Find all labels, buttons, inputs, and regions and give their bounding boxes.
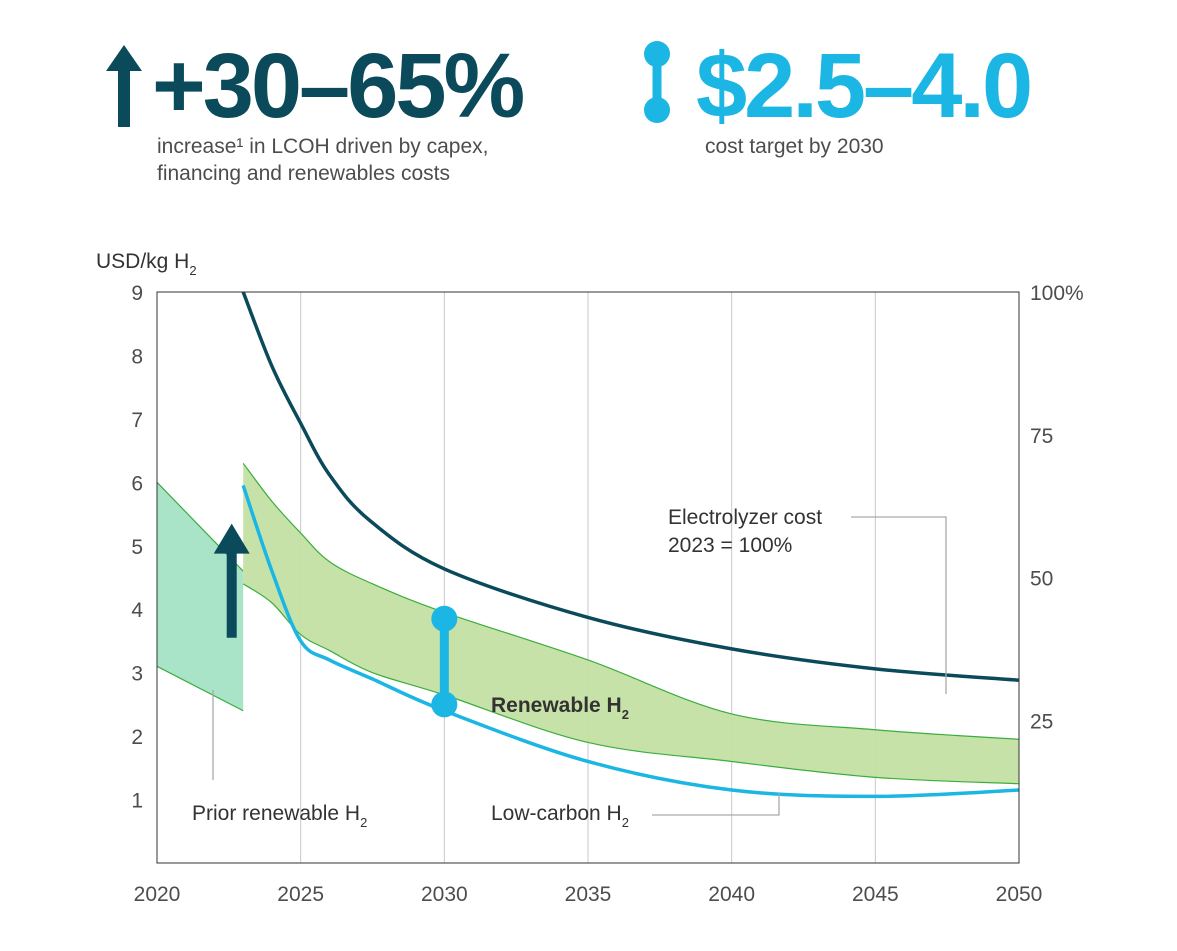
target-description: cost target by 2030 xyxy=(705,135,884,158)
x-tick-2025: 2025 xyxy=(277,883,324,906)
target-value: $2.5–4.0 xyxy=(696,35,1033,137)
increase-arrow-head xyxy=(213,523,250,554)
y2-tick-50: 50 xyxy=(1030,568,1053,591)
y-tick-4: 4 xyxy=(131,599,143,622)
y2-tick-75: 75 xyxy=(1030,425,1053,448)
increase-value: +30–65% xyxy=(152,35,525,137)
renewable-band-upper-edge xyxy=(242,462,1020,740)
electrolyzer-label-line2: 2023 = 100% xyxy=(668,534,792,557)
y-tick-7: 7 xyxy=(131,409,143,432)
y-axis-unit-label: USD/kg H2 xyxy=(96,250,197,278)
y2-tick-100: 100% xyxy=(1030,282,1084,305)
low-carbon-h2-line xyxy=(241,484,1020,799)
y-tick-1: 1 xyxy=(131,790,143,813)
y-tick-5: 5 xyxy=(131,536,143,559)
prior-renewable-band xyxy=(157,482,244,711)
prior-band-lower-edge xyxy=(156,665,244,712)
low-carbon-leader-line xyxy=(652,793,780,816)
y2-tick-25: 25 xyxy=(1030,710,1053,733)
x-tick-2020: 2020 xyxy=(134,883,181,906)
x-tick-2040: 2040 xyxy=(708,883,755,906)
target-range-low-marker xyxy=(431,691,458,718)
plot-frame xyxy=(156,291,1020,864)
prior-renewable-h2-label: Prior renewable H2 xyxy=(192,802,367,830)
range-marker-icon xyxy=(644,41,670,123)
electrolyzer-leader-line xyxy=(851,516,947,694)
y-tick-6: 6 xyxy=(131,472,143,495)
y-tick-3: 3 xyxy=(131,663,143,686)
increase-description: increase¹ in LCOH driven by capex, finan… xyxy=(157,135,489,185)
x-tick-2035: 2035 xyxy=(565,883,612,906)
x-tick-2050: 2050 xyxy=(996,883,1043,906)
renewable-band-lower-edge xyxy=(242,583,1020,785)
x-tick-2030: 2030 xyxy=(421,883,468,906)
renewable-band xyxy=(243,463,1019,784)
electrolyzer-cost-line xyxy=(241,291,1020,683)
y-tick-2: 2 xyxy=(131,726,143,749)
x-tick-2045: 2045 xyxy=(852,883,899,906)
y-tick-8: 8 xyxy=(131,345,143,368)
target-range-high-marker xyxy=(431,605,458,632)
low-carbon-h2-label: Low-carbon H2 xyxy=(491,802,629,830)
y-tick-9: 9 xyxy=(131,282,143,305)
up-arrow-icon xyxy=(106,45,142,127)
renewable-h2-label: Renewable H2 xyxy=(491,694,629,722)
electrolyzer-label-line1: Electrolyzer cost xyxy=(668,506,822,529)
